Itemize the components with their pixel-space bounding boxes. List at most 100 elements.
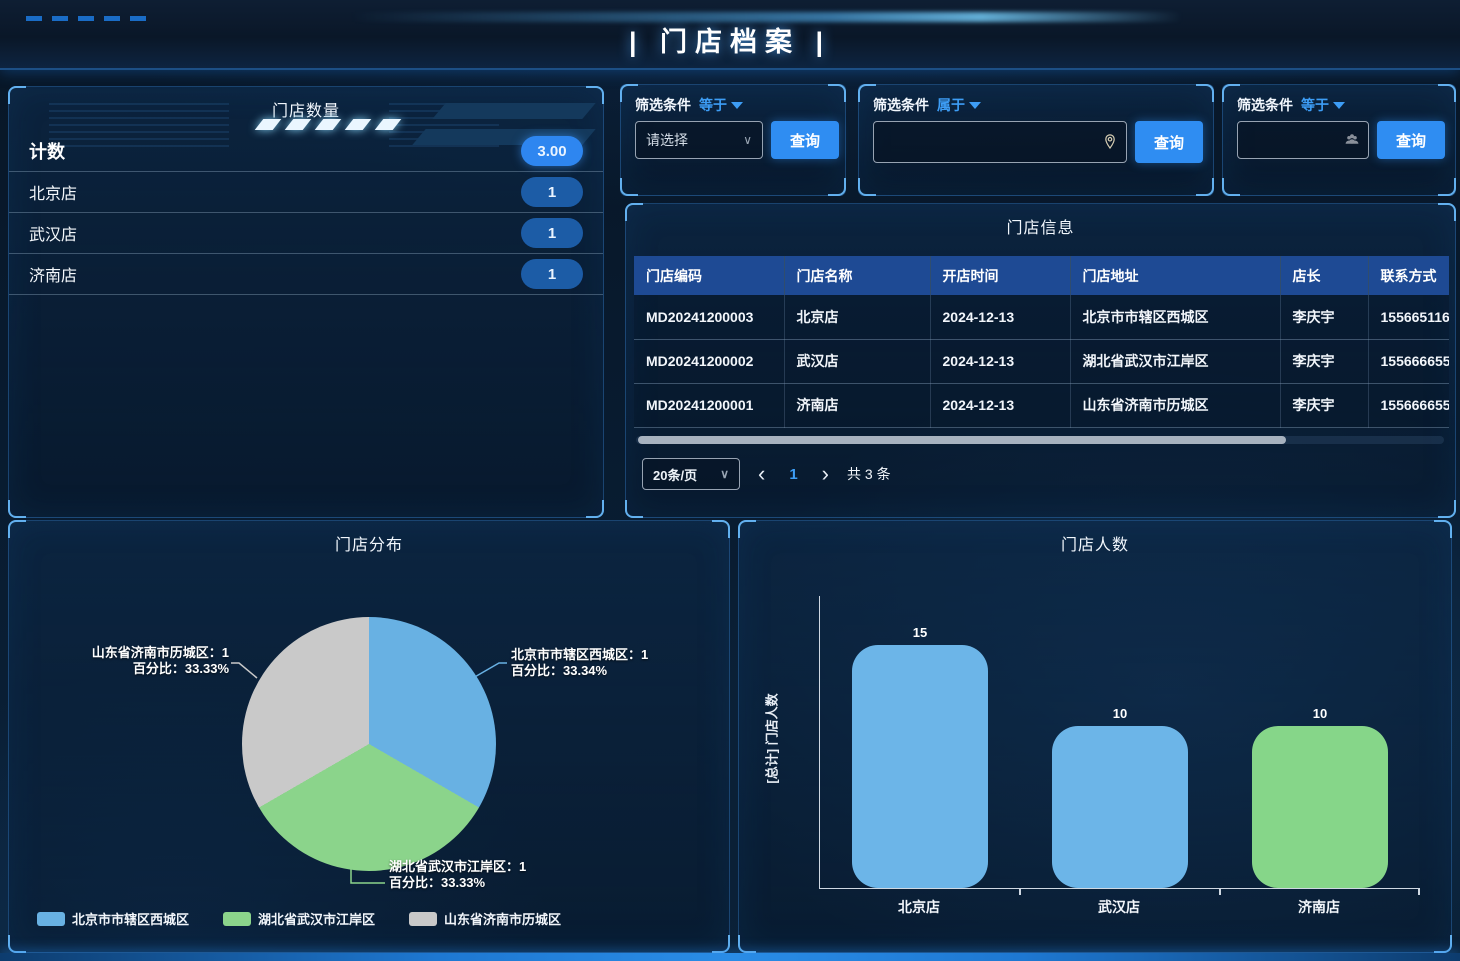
- legend-item[interactable]: 北京市市辖区西城区: [37, 909, 189, 928]
- cell-open-date: 2024-12-13: [930, 339, 1071, 384]
- page-title: | 门店档案 |: [628, 27, 832, 57]
- horizontal-scrollbar-thumb[interactable]: [638, 436, 1286, 444]
- col-header: 开店时间: [930, 256, 1071, 295]
- store-info-title: 门店信息: [1006, 220, 1075, 237]
- filter-panel-select: 筛选条件 等于 请选择 ∨ 查询: [620, 84, 846, 196]
- filter-label: 筛选条件: [1237, 97, 1293, 113]
- count-value-badge: 1: [521, 218, 583, 248]
- store-info-panel: 门店信息 门店编码 门店名称 开店时间 门店地址 店长 联系方式 MD: [625, 203, 1456, 518]
- bar-column: 10: [1220, 596, 1420, 888]
- count-label: 计数: [29, 142, 65, 162]
- next-page-icon[interactable]: ›: [821, 461, 829, 486]
- store-table: 门店编码 门店名称 开店时间 门店地址 店长 联系方式 MD2024120000…: [634, 256, 1449, 428]
- cell-address: 山东省济南市历城区: [1070, 383, 1281, 428]
- bar-column: 15: [820, 596, 1020, 888]
- count-label: 武汉店: [29, 227, 78, 244]
- store-headcount-panel: 门店人数 [总计] 门店人数 15 10 10 北京店 武汉店 济南店: [738, 520, 1452, 953]
- cell-phone: 155666655: [1368, 383, 1449, 428]
- bar: [1052, 725, 1188, 888]
- pie-leader-line: [472, 662, 507, 679]
- triangle-down-icon: [731, 101, 743, 109]
- legend-swatch: [409, 911, 438, 926]
- filter-label: 筛选条件: [635, 97, 691, 113]
- x-axis-tick: [1019, 888, 1021, 895]
- store-distribution-panel: 门店分布 北京市市辖区西城区：1 百分比：33.34% 湖北省武汉市江岸区：1 …: [8, 520, 730, 953]
- store-count-title: 门店数量: [271, 103, 340, 120]
- bottom-glow-bar: [0, 953, 1460, 961]
- table-header-row: 门店编码 门店名称 开店时间 门店地址 店长 联系方式: [634, 256, 1449, 295]
- filter-operator-dropdown[interactable]: 等于: [699, 95, 743, 115]
- x-axis-label: 济南店: [1298, 899, 1340, 915]
- cell-store-code: MD20241200003: [634, 295, 785, 340]
- legend-item[interactable]: 湖北省武汉市江岸区: [223, 909, 375, 928]
- chevron-down-icon: ∨: [720, 467, 729, 481]
- table-row: MD20241200003 北京店 2024-12-13 北京市市辖区西城区 李…: [634, 295, 1449, 340]
- manager-input[interactable]: [1237, 121, 1369, 159]
- pie-legend: 北京市市辖区西城区 湖北省武汉市江岸区 山东省济南市历城区: [37, 909, 561, 928]
- cell-open-date: 2024-12-13: [930, 383, 1071, 428]
- total-count: 共 3 条: [847, 466, 891, 482]
- horizontal-scrollbar-track: [636, 436, 1444, 444]
- cell-manager: 李庆宇: [1280, 339, 1369, 384]
- location-pin-icon: [1105, 134, 1115, 150]
- chevron-down-icon: ∨: [743, 133, 752, 147]
- x-axis-label: 武汉店: [1098, 899, 1140, 915]
- count-value-badge: 1: [521, 177, 583, 207]
- cell-store-name: 武汉店: [784, 339, 931, 384]
- bar-column: 10: [1020, 596, 1220, 888]
- store-select[interactable]: 请选择 ∨: [635, 121, 763, 159]
- select-placeholder: 请选择: [646, 132, 688, 148]
- pie-chart-title: 门店分布: [334, 537, 403, 554]
- legend-swatch: [223, 911, 252, 926]
- pie-chart[interactable]: [242, 617, 496, 871]
- table-row: MD20241200001 济南店 2024-12-13 山东省济南市历城区 李…: [634, 383, 1449, 428]
- query-button[interactable]: 查询: [771, 121, 839, 159]
- cell-store-name: 北京店: [784, 295, 931, 340]
- bar-value-label: 10: [1312, 705, 1328, 721]
- users-icon: [1345, 134, 1359, 144]
- query-button[interactable]: 查询: [1377, 121, 1445, 159]
- cell-address: 北京市市辖区西城区: [1070, 295, 1281, 340]
- deco-chevrons: [254, 119, 402, 130]
- cell-manager: 李庆宇: [1280, 383, 1369, 428]
- pie-callout: 山东省济南市历城区：1 百分比：33.33%: [91, 645, 229, 676]
- count-row-jinan: 济南店 1: [9, 254, 603, 295]
- bar-chart-title: 门店人数: [1060, 537, 1129, 554]
- col-header: 店长: [1280, 256, 1369, 295]
- bar-chart: 15 10 10: [819, 596, 1420, 895]
- cell-address: 湖北省武汉市江岸区: [1070, 339, 1281, 384]
- col-header: 门店编码: [634, 256, 785, 295]
- table-row: MD20241200002 武汉店 2024-12-13 湖北省武汉市江岸区 李…: [634, 339, 1449, 384]
- address-input[interactable]: [873, 121, 1127, 163]
- col-header: 联系方式: [1368, 256, 1449, 295]
- count-value-badge: 1: [521, 259, 583, 289]
- x-axis-tick: [1418, 888, 1420, 895]
- current-page[interactable]: 1: [789, 465, 798, 483]
- cell-phone: 155666655: [1368, 339, 1449, 384]
- cell-manager: 李庆宇: [1280, 295, 1369, 340]
- filter-label: 筛选条件: [873, 97, 929, 113]
- cell-store-name: 济南店: [784, 383, 931, 428]
- filter-operator-dropdown[interactable]: 等于: [1301, 95, 1345, 115]
- count-row-total: 计数 3.00: [9, 131, 603, 172]
- col-header: 门店地址: [1070, 256, 1281, 295]
- pagination: 20条/页 ∨ ‹ 1 › 共 3 条: [642, 458, 891, 490]
- pie-callout: 湖北省武汉市江岸区：1 百分比：33.33%: [389, 859, 527, 890]
- bar: [852, 644, 988, 888]
- pie-leader-line: [231, 662, 258, 679]
- triangle-down-icon: [1333, 101, 1345, 109]
- count-label: 北京店: [29, 186, 78, 203]
- prev-page-icon[interactable]: ‹: [758, 461, 766, 486]
- cell-phone: 155665116: [1368, 295, 1449, 340]
- x-axis-label: 北京店: [898, 899, 940, 915]
- filter-panel-manager: 筛选条件 等于 查询: [1222, 84, 1456, 196]
- page-size-select[interactable]: 20条/页 ∨: [642, 458, 740, 490]
- query-button[interactable]: 查询: [1135, 121, 1203, 163]
- triangle-down-icon: [969, 101, 981, 109]
- filter-operator-dropdown[interactable]: 属于: [937, 95, 981, 115]
- count-row-wuhan: 武汉店 1: [9, 213, 603, 254]
- filter-panel-address: 筛选条件 属于 查询: [858, 84, 1214, 196]
- bar: [1252, 725, 1388, 888]
- legend-item[interactable]: 山东省济南市历城区: [409, 909, 561, 928]
